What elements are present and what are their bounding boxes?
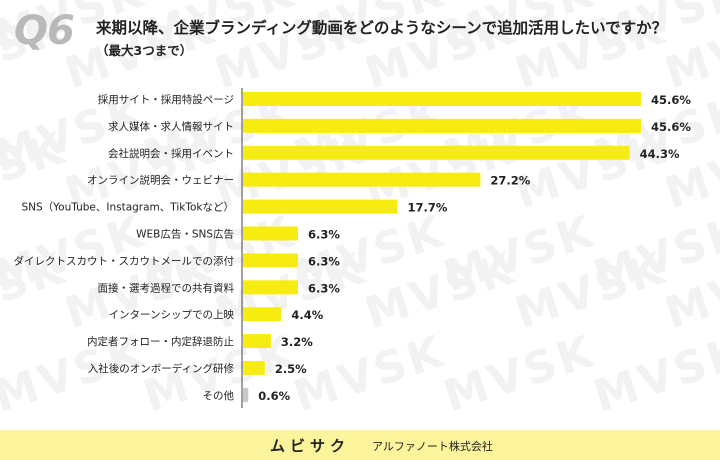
category-label: 内定者フォロー・内定辞退防止 [87,335,234,348]
question-number: Q6 [14,8,75,54]
category-label: 求人媒体・求人情報サイト [108,120,234,133]
category-label: 会社説明会・採用イベント [108,147,234,160]
bar [243,172,481,187]
bar [243,307,282,322]
bar [243,280,298,295]
bar [243,226,298,241]
bar [243,361,265,375]
company-name: アルファノート株式会社 [372,440,493,453]
value-label: 27.2% [490,174,530,188]
footer-bar: ムビサク アルファノート株式会社 [0,430,720,460]
bar [243,199,398,214]
value-label: 4.4% [291,308,323,322]
category-label: インターンシップでの上映 [109,309,235,321]
brand-logo: ムビサク [270,437,351,455]
value-label: 6.3% [308,281,340,295]
category-label: SNS（YouTube、Instagram、TikTokなど） [21,202,234,214]
category-label: その他 [203,389,235,402]
bar [243,387,249,402]
chart-subtitle: （最大3つまで） [96,43,193,58]
value-label: 45.6% [651,93,691,107]
bar [243,253,298,268]
category-label: ダイレクトスカウト・スカウトメールでの添付 [14,254,235,267]
value-label: 45.6% [651,120,691,134]
category-label: 採用サイト・採用特設ページ [98,93,234,106]
value-label: 6.3% [308,254,340,268]
value-label: 0.6% [258,389,290,403]
value-label: 2.5% [275,362,307,376]
value-label: 44.3% [640,147,680,161]
value-label: 17.7% [407,201,447,215]
bar [243,118,641,133]
category-label: オンライン説明会・ウェビナー [87,174,234,187]
value-label: 6.3% [308,228,340,242]
bar [243,92,641,106]
bar-chart: 採用サイト・採用特設ページ 45.6% 求人媒体・求人情報サイト 45.6% 会社説明会… [14,88,691,408]
bar [243,334,271,349]
bar [243,145,630,160]
chart-title: 来期以降、企業ブランディング動画をどのようなシーンで追加活用したいですか？ [96,19,668,37]
category-label: 面接・選考過程での共有資料 [98,281,235,294]
category-label: 入社後のオンボーディング研修 [88,362,235,375]
value-label: 3.2% [281,335,313,349]
category-label: WEB広告・SNS広告 [136,228,234,241]
